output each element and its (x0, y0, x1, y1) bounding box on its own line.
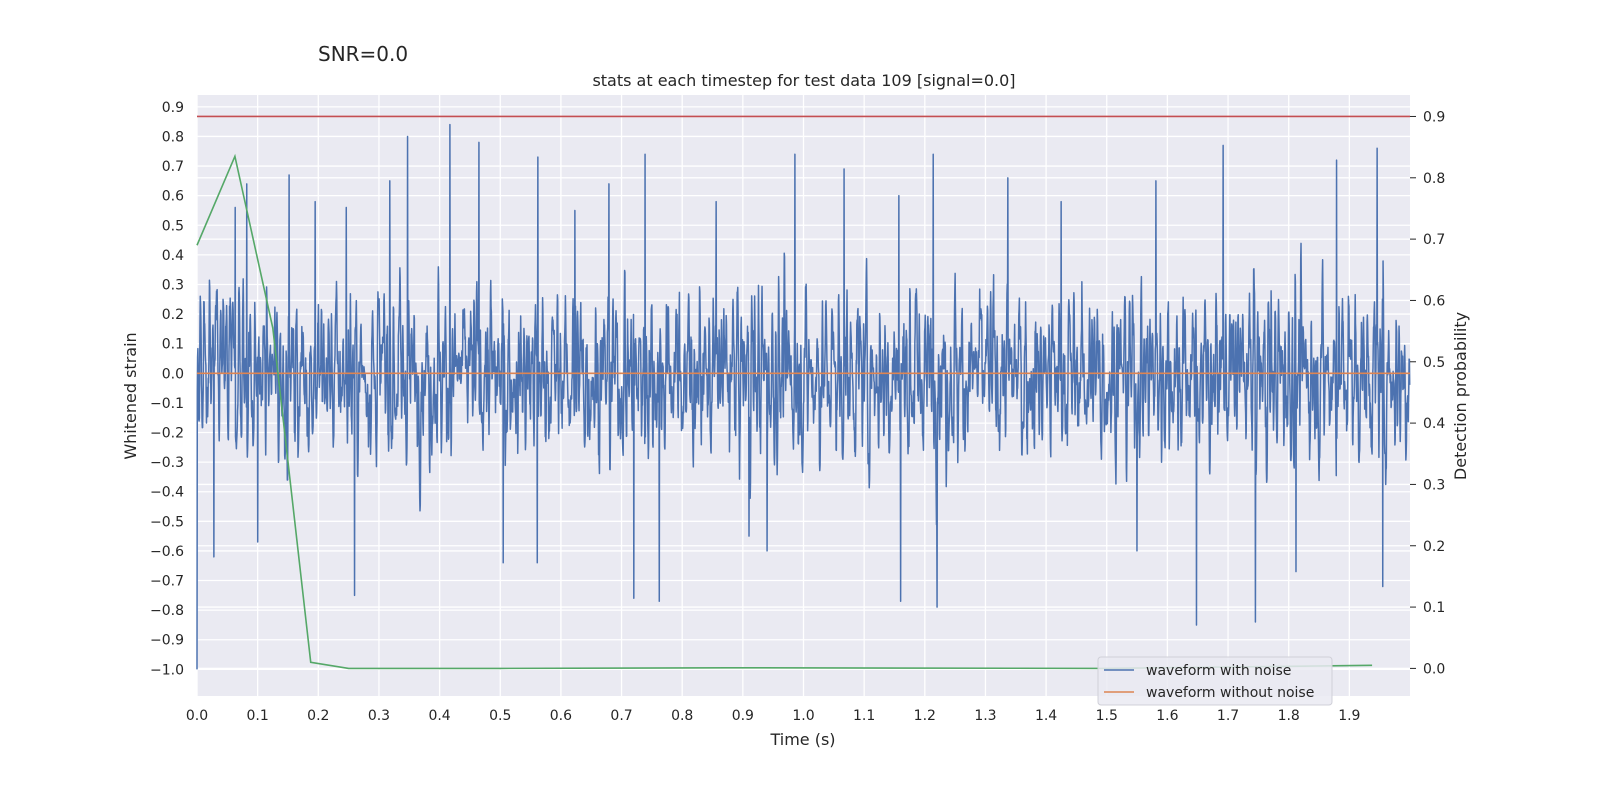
series-layer (196, 115, 1411, 670)
x-tick-label: 1.1 (853, 708, 875, 724)
y-tick-label: 0.1 (162, 337, 184, 353)
series-detection-probability (196, 153, 1373, 670)
y2-tick-label: 0.8 (1423, 171, 1445, 187)
legend-box (1097, 656, 1333, 706)
y-tick-label: −1.0 (150, 662, 184, 678)
legend: waveform with noise waveform without noi… (1097, 656, 1333, 706)
chart-title: stats at each timestep for test data 109… (592, 71, 1015, 90)
y-tick-label: −0.8 (150, 603, 184, 619)
x-tick-label: 1.2 (914, 708, 936, 724)
y-tick-label: −0.5 (150, 514, 184, 530)
x-tick-label: 0.6 (550, 708, 572, 724)
x-tick-label: 0.8 (671, 708, 693, 724)
y-tick-label: −0.4 (150, 485, 184, 501)
x-tick-label: 0.2 (307, 708, 329, 724)
x-tick-label: 1.9 (1338, 708, 1360, 724)
series-waveform-with-noise (196, 123, 1411, 670)
x-tick-label: 1.5 (1096, 708, 1118, 724)
y2-tick-label: 0.4 (1423, 416, 1445, 432)
y-tick-label: 0.0 (162, 366, 184, 382)
y-tick-label: −0.6 (150, 544, 184, 560)
x-tick-labels: 0.0 0.1 0.2 0.3 0.4 0.5 0.6 0.7 0.8 0.9 1.0 1.1 1.2 1… (186, 708, 1361, 724)
legend-label-waveform-with-noise: waveform with noise (1146, 663, 1291, 679)
x-tick-label: 1.3 (974, 708, 996, 724)
y2-tick-label: 0.1 (1423, 600, 1445, 616)
legend-label-waveform-without-noise: waveform without noise (1146, 685, 1314, 701)
y-tick-label: 0.2 (162, 307, 184, 323)
x-tick-label: 0.7 (610, 708, 632, 724)
y-axis-label: Whitened strain (121, 332, 140, 459)
y2-tick-label: 0.6 (1423, 293, 1445, 309)
suptitle: SNR=0.0 (318, 42, 408, 66)
y2-tick-label: 0.5 (1423, 355, 1445, 371)
y2-tick-label: 0.7 (1423, 232, 1445, 248)
y-tick-label: 0.4 (162, 248, 184, 264)
y-tick-label: 0.9 (162, 100, 184, 116)
y-tick-label: 0.7 (162, 159, 184, 175)
y2-tick-label: 0.0 (1423, 661, 1445, 677)
y-tick-label: 0.5 (162, 218, 184, 234)
y-tick-label: −0.2 (150, 426, 184, 442)
y2-tick-label: 0.9 (1423, 109, 1445, 125)
y-tick-label: 0.6 (162, 189, 184, 205)
y-tick-label: −0.9 (150, 633, 184, 649)
y-tick-label: 0.3 (162, 277, 184, 293)
x-tick-label: 1.7 (1217, 708, 1239, 724)
x-tick-label: 1.4 (1035, 708, 1057, 724)
x-tick-label: 0.1 (247, 708, 269, 724)
y-tick-label: −0.7 (150, 574, 184, 590)
y2-tick-label: 0.3 (1423, 477, 1445, 493)
x-tick-label: 0.9 (732, 708, 754, 724)
x-axis-label: Time (s) (769, 730, 835, 749)
x-tick-label: 1.0 (792, 708, 814, 724)
y-tick-label: −0.3 (150, 455, 184, 471)
x-tick-label: 0.4 (428, 708, 450, 724)
y2-tick-label: 0.2 (1423, 539, 1445, 555)
y2-axis-label: Detection probability (1451, 312, 1470, 480)
y2-tick-labels: 0.9 0.8 0.7 0.6 0.5 0.4 0.3 0.2 0.1 0.0 (1410, 109, 1445, 677)
y-tick-label: 0.8 (162, 129, 184, 145)
x-tick-label: 1.8 (1278, 708, 1300, 724)
x-tick-label: 1.6 (1156, 708, 1178, 724)
x-tick-label: 0.0 (186, 708, 208, 724)
y-tick-label: −0.1 (150, 396, 184, 412)
x-tick-label: 0.3 (368, 708, 390, 724)
y-tick-labels: 0.9 0.8 0.7 0.6 0.5 0.4 0.3 0.2 0.1 0.0 −0.1 −0.2 −0… (150, 100, 184, 679)
x-tick-label: 0.5 (489, 708, 511, 724)
